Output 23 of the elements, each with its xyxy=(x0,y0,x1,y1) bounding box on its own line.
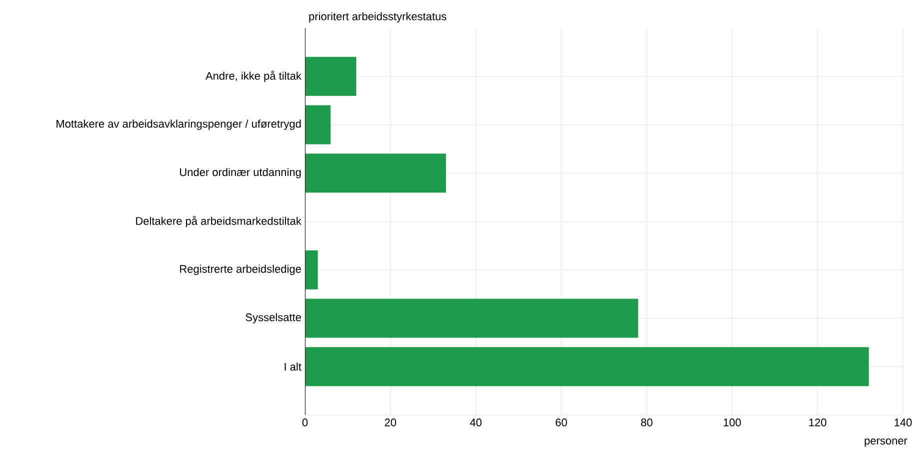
y-tick-label: Registrerte arbeidsledige xyxy=(180,264,301,275)
y-tick-label: Andre, ikke på tiltak xyxy=(205,70,302,82)
x-tick-label: 80 xyxy=(641,418,652,426)
y-tick-label: I alt xyxy=(284,362,302,371)
y-tick-label: Sysselsatte xyxy=(246,313,301,324)
bar xyxy=(305,298,638,338)
x-tick-label: 140 xyxy=(894,418,912,426)
x-tick-label: 20 xyxy=(384,418,396,426)
x-axis-title: personer xyxy=(864,438,908,447)
y-axis-title: prioritert arbeidsstyrkestatus xyxy=(309,12,446,22)
y-tick-label: Under ordinær utdanning xyxy=(180,168,301,178)
x-tick-label: 100 xyxy=(724,418,741,426)
x-tick-label: 40 xyxy=(470,418,482,426)
x-tick-label: 60 xyxy=(556,418,567,426)
x-tick-label: 120 xyxy=(809,418,826,426)
y-tick-label: Deltakere på arbeidsmarkedstiltak xyxy=(136,216,302,228)
bar xyxy=(305,250,318,290)
bar xyxy=(305,105,331,144)
bar xyxy=(305,154,446,193)
x-tick-label: 0 xyxy=(302,418,308,426)
bar xyxy=(305,347,869,386)
bar xyxy=(305,56,356,96)
y-tick-label: Mottakere av arbeidsavklaringspenger / uføretrygd xyxy=(56,120,301,130)
